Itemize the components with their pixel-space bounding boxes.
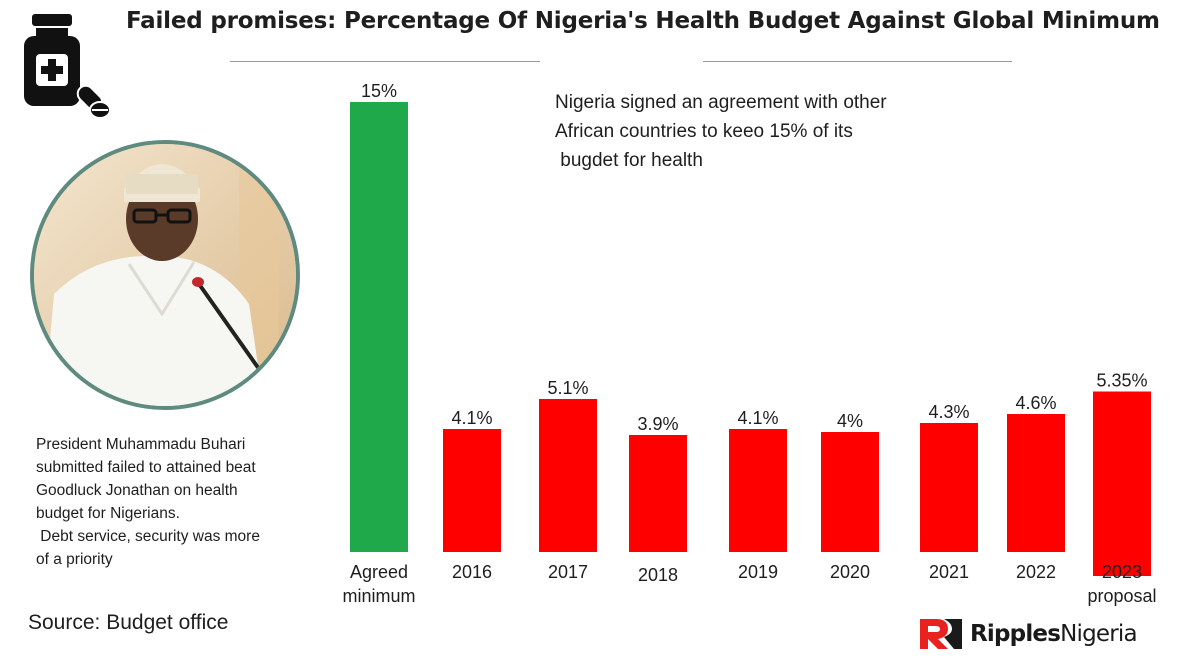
bar-value-label: 4%	[837, 411, 863, 431]
bar-agreed	[350, 102, 408, 552]
brand-name-nigeria: Nigeria	[1060, 621, 1137, 647]
category-label: 2016	[452, 562, 492, 582]
bar-value-label: 5.35%	[1096, 371, 1147, 391]
category-label: minimum	[342, 586, 415, 606]
caption-line: Debt service, security was more	[36, 528, 260, 545]
bar-2017	[539, 399, 597, 552]
category-label: 2018	[638, 565, 678, 585]
title-underline-right	[703, 61, 1012, 62]
bar-value-label: 4.6%	[1015, 393, 1056, 413]
bar-2023	[1093, 391, 1151, 576]
president-portrait-image	[30, 140, 300, 410]
title-underline-left	[230, 61, 540, 62]
caption-line: submitted failed to attained beat	[36, 459, 256, 476]
category-label: 2021	[929, 562, 969, 582]
category-label: proposal	[1087, 586, 1156, 606]
category-label: 2023	[1102, 562, 1142, 582]
bar-value-label: 4.1%	[737, 408, 778, 428]
category-label: 2022	[1016, 562, 1056, 582]
caption-line: of a priority	[36, 551, 113, 568]
bar-value-label: 5.1%	[547, 378, 588, 398]
bar-value-label: 3.9%	[637, 414, 678, 434]
category-label: 2017	[548, 562, 588, 582]
agreement-annotation: Nigeria signed an agreement with other A…	[555, 88, 975, 175]
source-note: Source: Budget office	[28, 611, 229, 634]
bar-value-label: 15%	[361, 81, 397, 101]
bar-value-label: 4.1%	[451, 408, 492, 428]
pill-capsule-icon	[76, 84, 111, 119]
caption-line: Goodluck Jonathan on health	[36, 482, 238, 499]
bar-2020	[821, 432, 879, 552]
chart-title: Failed promises: Percentage Of Nigeria's…	[126, 8, 1160, 34]
category-label: 2019	[738, 562, 778, 582]
ripples-nigeria-logo: RipplesNigeria	[918, 616, 1138, 652]
medicine-bottle-icon	[24, 14, 111, 119]
category-label: Agreed	[350, 562, 408, 582]
bar-2022	[1007, 414, 1065, 552]
annotation-line: African countries to keeo 15% of its	[555, 121, 853, 142]
photo-caption: President Muhammadu Buhari submitted fai…	[36, 433, 316, 571]
annotation-line: bugdet for health	[555, 150, 703, 171]
bar-2021	[920, 423, 978, 552]
bar-2019	[729, 429, 787, 552]
caption-line: budget for Nigerians.	[36, 505, 180, 522]
brand-name-ripples: Ripples	[970, 621, 1061, 647]
category-label: 2020	[830, 562, 870, 582]
bar-value-label: 4.3%	[928, 402, 969, 422]
annotation-line: Nigeria signed an agreement with other	[555, 92, 887, 113]
caption-line: President Muhammadu Buhari	[36, 436, 246, 453]
bar-2018	[629, 435, 687, 552]
bar-2016	[443, 429, 501, 552]
ripples-logo-icon	[920, 619, 962, 649]
